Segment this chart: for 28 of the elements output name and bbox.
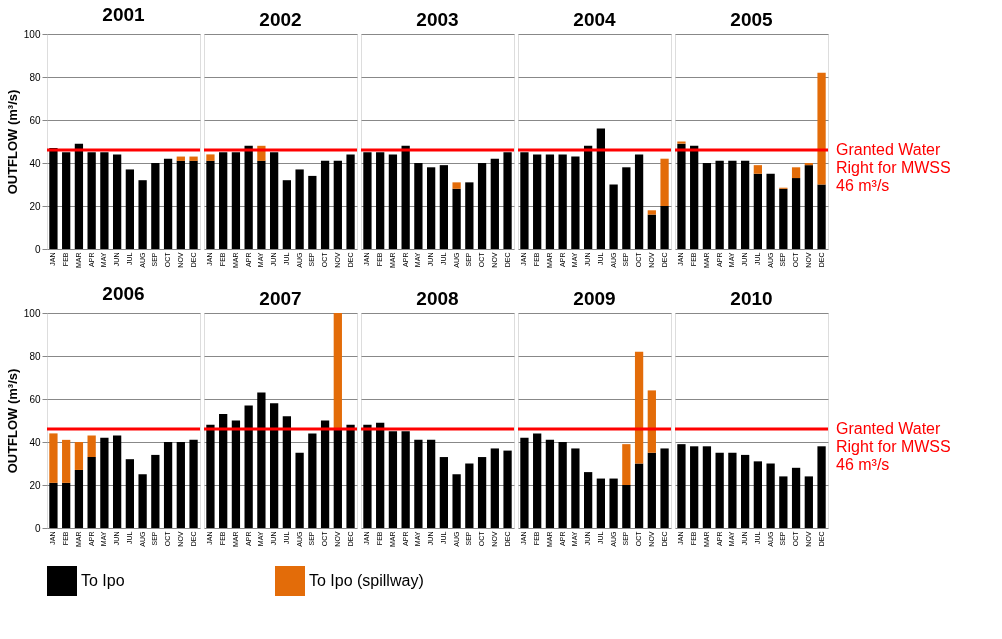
- y-tick-label: 60: [29, 114, 41, 126]
- y-axis-title: OUTFLOW (m³/s): [4, 89, 20, 195]
- y-tick-label: 40: [29, 157, 41, 169]
- legend-label: To Ipo (spillway): [309, 572, 424, 589]
- chart-title: 2009: [573, 288, 616, 309]
- chart-title: 2003: [416, 9, 459, 30]
- chart-title: 2010: [730, 288, 773, 309]
- y-tick-label: 20: [29, 479, 41, 491]
- chart-title: 2004: [573, 9, 617, 30]
- chart-title: 2008: [416, 288, 459, 309]
- y-axis-title: OUTFLOW (m³/s): [4, 368, 20, 474]
- legend-label: To Ipo: [81, 572, 125, 589]
- y-tick-label: 20: [29, 200, 41, 212]
- ref-line-label: Granted Water Right for MWSS 46 m³/s: [836, 141, 951, 195]
- y-tick-label: 40: [29, 436, 41, 448]
- chart-title: 2005: [730, 9, 774, 30]
- chart-title: 2006: [102, 283, 145, 304]
- chart-title: 2007: [259, 288, 302, 309]
- y-tick-label: 100: [23, 28, 41, 40]
- chart-title: 2002: [259, 9, 302, 30]
- chart-title: 2001: [102, 4, 146, 25]
- y-tick-label: 100: [23, 307, 41, 319]
- y-tick-label: 80: [29, 71, 41, 83]
- y-tick-label: 0: [34, 522, 41, 534]
- y-tick-label: 0: [34, 243, 41, 255]
- ref-line-label: Granted Water Right for MWSS 46 m³/s: [836, 420, 951, 474]
- y-tick-label: 60: [29, 393, 41, 405]
- y-tick-label: 80: [29, 350, 41, 362]
